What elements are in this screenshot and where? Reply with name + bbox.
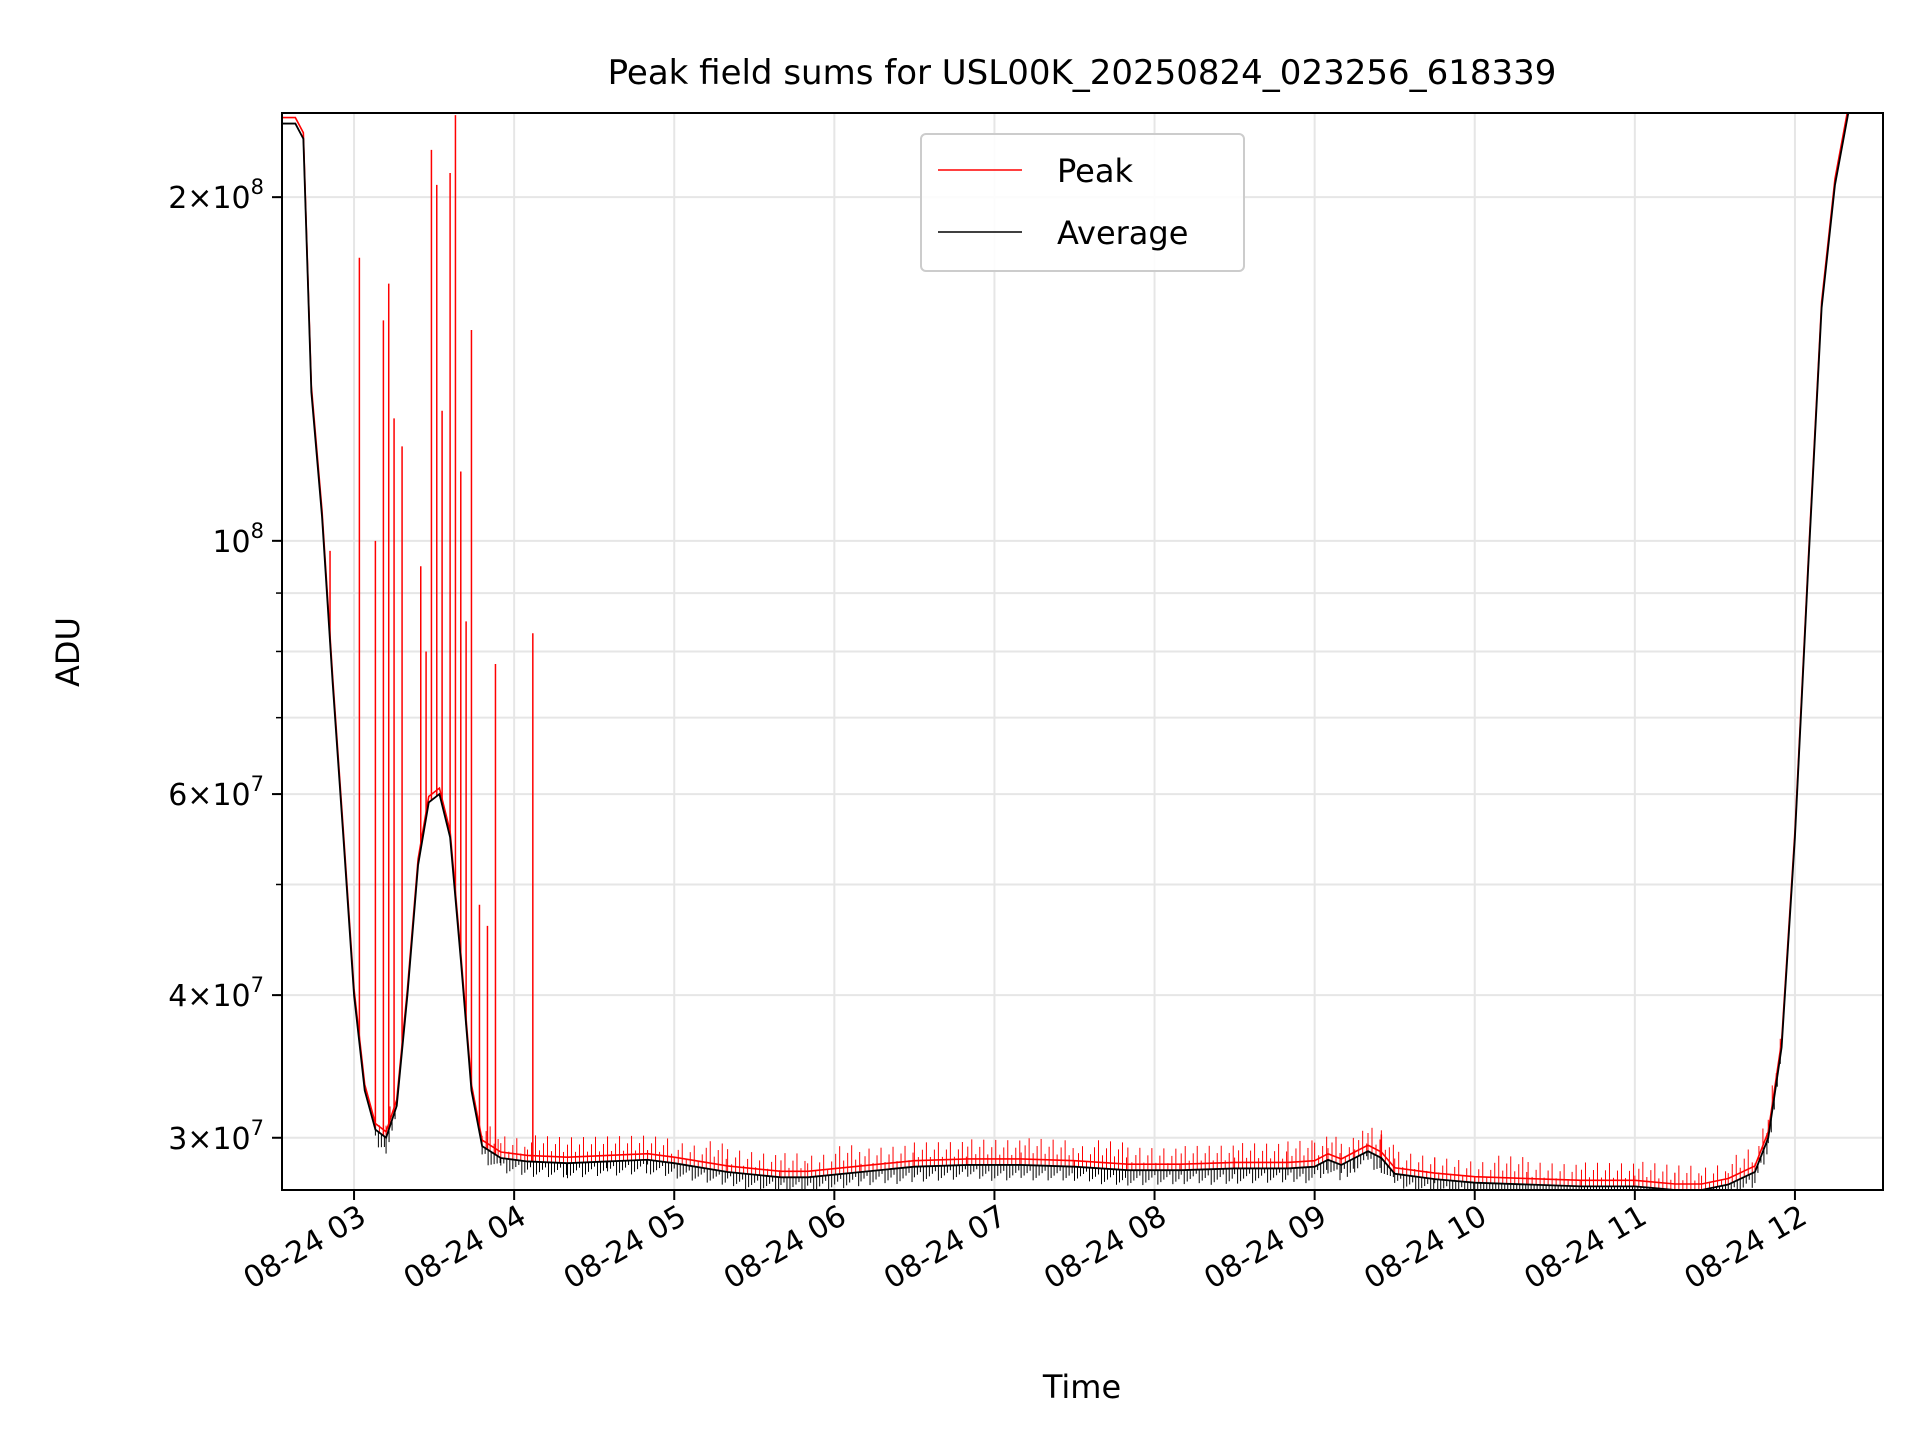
x-axis-label: Time: [1042, 1368, 1121, 1406]
plot-area: [282, 113, 1850, 1190]
y-tick-label: 4×107: [168, 973, 264, 1014]
chart-title: Peak field sums for USL00K_20250824_0232…: [608, 53, 1557, 93]
legend: Peak Average: [920, 133, 1245, 272]
y-tick-label: 6×107: [168, 772, 264, 813]
legend-box: [920, 133, 1245, 272]
grid-lines: [282, 113, 1883, 1190]
y-tick-label: 2×108: [168, 175, 264, 216]
legend-peak-label: Peak: [1057, 152, 1133, 190]
y-axis-ticks: 3×107 4×107 6×107 108 2×108: [168, 175, 282, 1157]
y-tick-label: 108: [212, 519, 264, 560]
y-tick-label: 3×107: [168, 1116, 264, 1157]
series-group: [282, 113, 1850, 1190]
legend-average-label: Average: [1057, 214, 1188, 252]
y-axis-label: ADU: [49, 617, 87, 687]
average-series-line: [282, 113, 1850, 1190]
